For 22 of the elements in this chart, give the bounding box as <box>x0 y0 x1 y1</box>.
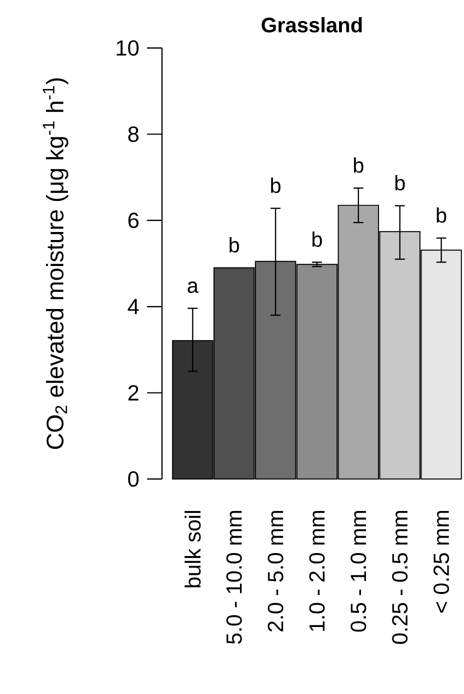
y-tick-label: 8 <box>128 126 139 142</box>
x-tick-label: 0.5 - 1.0 mm <box>350 510 366 632</box>
x-tick-label: 0.25 - 0.5 mm <box>392 510 408 644</box>
y-tick-label: 4 <box>128 299 139 314</box>
x-tick-label: < 0.25 mm <box>434 510 450 613</box>
chart-title: Grassland <box>262 17 362 32</box>
y-tick-label: 0 <box>128 471 139 487</box>
annotation: b <box>436 207 446 223</box>
annotation: b <box>395 175 405 190</box>
annotation: b <box>312 232 322 247</box>
x-tick-label: 2.0 - 5.0 mm <box>268 510 284 632</box>
y-tick-label: 2 <box>128 385 138 400</box>
x-tick-label: 1.0 - 2.0 mm <box>309 510 325 631</box>
annotation: b <box>230 237 240 252</box>
y-tick-label: 6 <box>128 212 139 228</box>
annotation: b <box>354 157 364 173</box>
y-axis-title: CO$_{2}$ elevated moisture (μg kg$^{-1}$ h$^{-1}$) <box>42 78 68 449</box>
x-tick-label: bulk soil <box>184 511 201 588</box>
annotation: a <box>188 282 198 294</box>
y-tick-label: 10 <box>116 40 139 56</box>
annotation: b <box>271 178 280 194</box>
x-tick-label: 5.0 - 10.0 mm <box>226 510 242 644</box>
